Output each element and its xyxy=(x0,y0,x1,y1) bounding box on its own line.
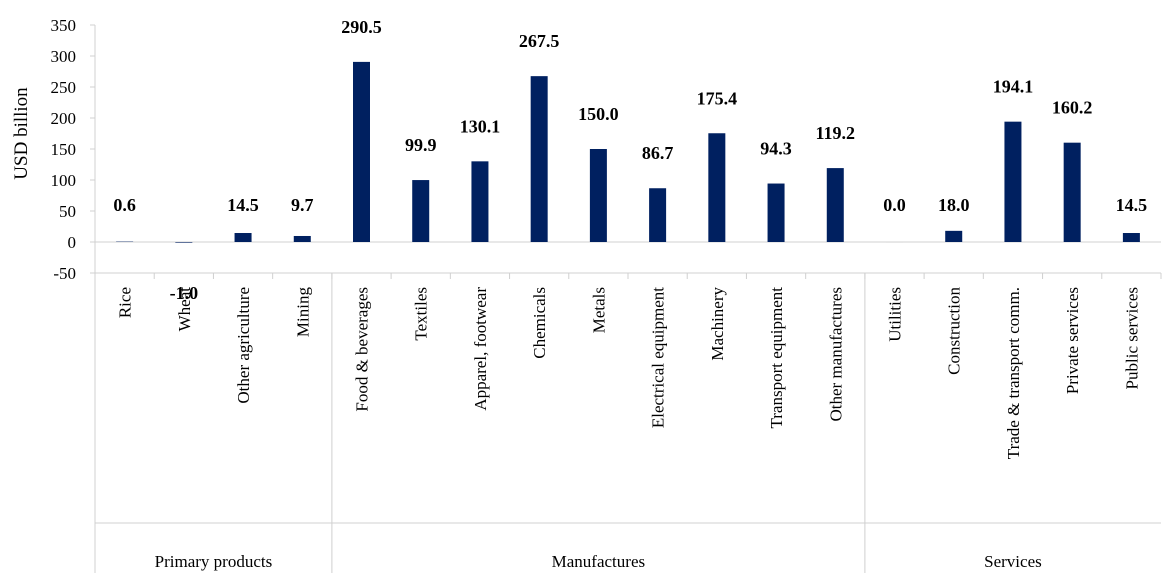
y-tick-label: -50 xyxy=(53,264,76,283)
data-label: 194.1 xyxy=(993,77,1034,97)
data-label: 150.0 xyxy=(578,104,619,124)
y-tick-label: 350 xyxy=(51,16,77,35)
data-label: 0.6 xyxy=(113,195,136,215)
y-axis-title: USD billion xyxy=(11,87,32,180)
data-label: 130.1 xyxy=(460,116,501,136)
y-tick-label: 100 xyxy=(51,171,77,190)
bar xyxy=(826,168,844,242)
bar xyxy=(1122,233,1140,242)
category-label: Mining xyxy=(293,287,312,338)
category-label: Electrical equipment xyxy=(649,287,668,428)
data-label: 14.5 xyxy=(1116,195,1148,215)
data-label: 18.0 xyxy=(938,195,970,215)
y-tick-label: 0 xyxy=(68,233,77,252)
category-label: Rice xyxy=(116,287,135,318)
category-label: Wheat xyxy=(175,287,194,332)
group-labels: Primary products Manufactures Services xyxy=(155,552,1042,571)
data-label: -1.0 xyxy=(170,283,199,303)
category-label: Private services xyxy=(1063,287,1082,394)
category-label: Chemicals xyxy=(530,287,549,359)
category-label: Apparel, footwear xyxy=(471,287,490,411)
bar xyxy=(589,149,607,242)
group-label: Primary products xyxy=(155,552,273,571)
bars xyxy=(116,61,1140,243)
data-label: 290.5 xyxy=(341,17,382,37)
y-tick-label: 200 xyxy=(51,109,77,128)
bar xyxy=(1004,121,1022,242)
axes xyxy=(94,25,1162,573)
bar xyxy=(708,133,726,242)
category-label: Transport equipment xyxy=(767,287,786,429)
category-label: Construction xyxy=(945,287,964,375)
data-label: 175.4 xyxy=(697,88,738,108)
category-label: Other agriculture xyxy=(234,287,253,404)
y-tick-labels: -50 0 50 100 150 200 250 300 350 xyxy=(51,16,95,283)
bar xyxy=(530,76,548,243)
y-tick-label: 250 xyxy=(51,78,77,97)
data-label: 99.9 xyxy=(405,135,437,155)
category-label: Public services xyxy=(1122,287,1141,389)
y-tick-label: 300 xyxy=(51,47,77,66)
bar xyxy=(412,180,430,242)
bar xyxy=(353,61,370,242)
category-label: Metals xyxy=(589,287,608,333)
group-label: Services xyxy=(984,552,1042,571)
data-label: 9.7 xyxy=(291,195,314,215)
data-label: 267.5 xyxy=(519,31,560,51)
bar xyxy=(767,183,785,242)
y-tick-label: 150 xyxy=(51,140,77,159)
bar xyxy=(234,233,252,242)
data-label: 119.2 xyxy=(816,123,856,143)
category-label: Textiles xyxy=(412,287,431,341)
bar xyxy=(293,235,311,242)
data-label: 86.7 xyxy=(642,143,674,163)
category-label: Food & beverages xyxy=(353,287,372,412)
category-labels: Rice Wheat Other agriculture Mining Food & b… xyxy=(116,287,1142,460)
data-labels: 0.6 -1.0 14.5 9.7 290.5 99.9 130.1 267.5 150.0 86… xyxy=(113,17,1147,303)
bar xyxy=(945,230,963,242)
data-label: 94.3 xyxy=(760,139,792,159)
data-label: 160.2 xyxy=(1052,98,1093,118)
data-label: 14.5 xyxy=(227,195,259,215)
bar xyxy=(649,188,667,242)
bar xyxy=(175,242,193,243)
group-label: Manufactures xyxy=(552,552,645,571)
data-label: 0.0 xyxy=(883,195,906,215)
category-label: Utilities xyxy=(886,287,905,342)
bar xyxy=(471,161,489,242)
y-tick-label: 50 xyxy=(59,202,76,221)
category-label: Machinery xyxy=(708,287,727,361)
category-label: Trade & transport comm. xyxy=(1004,287,1023,459)
bar xyxy=(1063,142,1081,242)
category-label: Other manufactures xyxy=(826,287,845,422)
